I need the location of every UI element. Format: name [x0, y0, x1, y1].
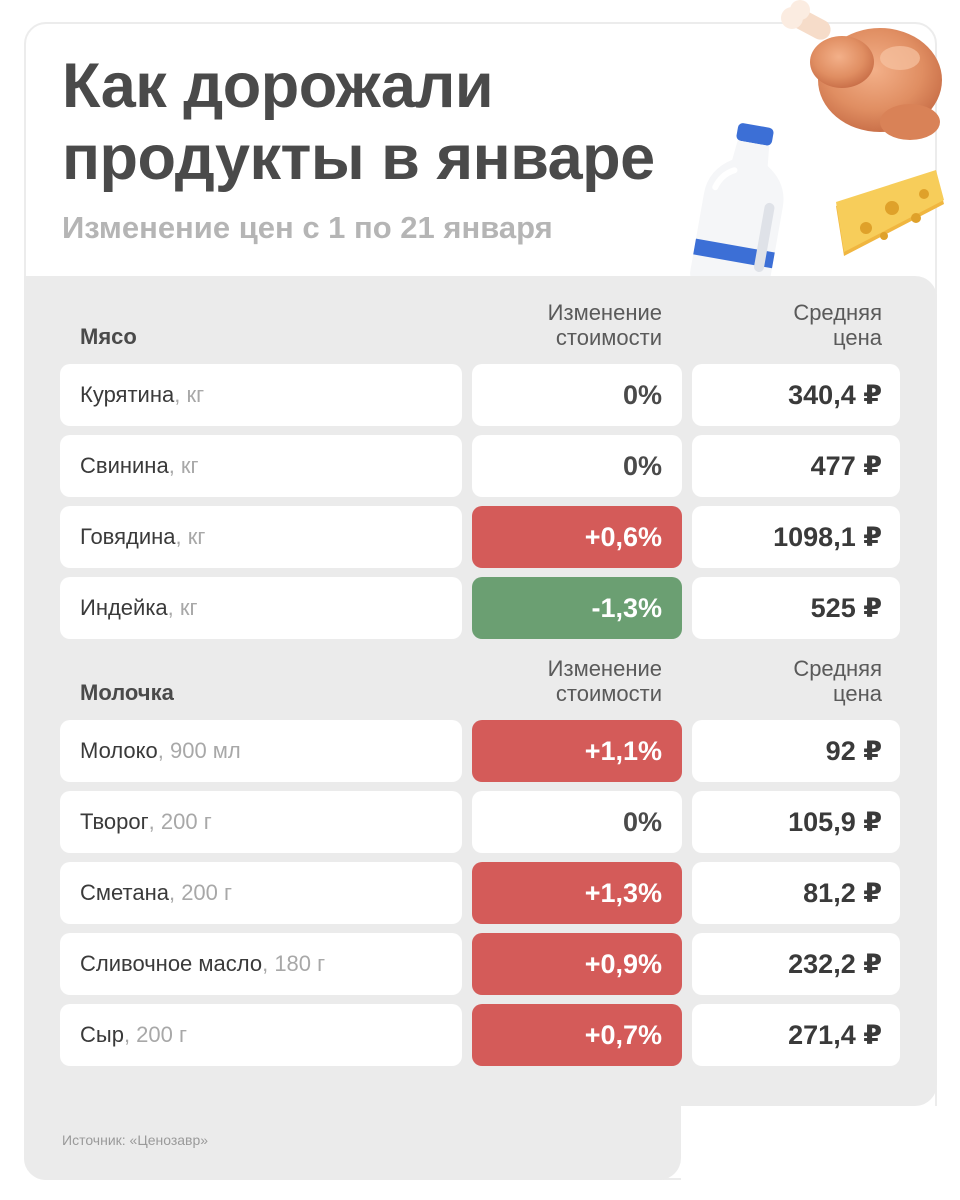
product-name: Курятина — [80, 382, 175, 407]
product-name-cell: Творог, 200 г — [60, 791, 462, 853]
price-change-cell: +1,1% — [472, 720, 682, 782]
product-unit: , кг — [174, 382, 205, 407]
table-row: Индейка, кг -1,3% 525 ₽ — [60, 577, 900, 639]
footer-area — [24, 1070, 681, 1180]
average-price-cell: 525 ₽ — [692, 577, 900, 639]
product-name-cell: Индейка, кг — [60, 577, 462, 639]
price-change-cell: 0% — [472, 791, 682, 853]
product-name: Говядина — [80, 524, 176, 549]
cheese-icon — [836, 170, 944, 256]
chicken-icon — [781, 0, 942, 140]
average-price-cell: 81,2 ₽ — [692, 862, 900, 924]
page-title: Как дорожали продукты в январе — [62, 50, 655, 194]
column-header-price: Средняя цена — [793, 300, 882, 350]
product-name: Сметана — [80, 880, 169, 905]
price-change-cell: 0% — [472, 435, 682, 497]
column-header-change-line1: Изменение — [547, 656, 662, 681]
product-unit: , 200 г — [168, 880, 233, 905]
product-unit: , кг — [167, 595, 198, 620]
milk-bottle-icon — [690, 123, 784, 295]
product-name-cell: Молоко, 900 мл — [60, 720, 462, 782]
product-name-cell: Сметана, 200 г — [60, 862, 462, 924]
product-name-cell: Говядина, кг — [60, 506, 462, 568]
product-unit: , кг — [175, 524, 206, 549]
column-header-change-line2: стоимости — [555, 325, 662, 350]
average-price-cell: 105,9 ₽ — [692, 791, 900, 853]
product-name: Творог — [80, 809, 149, 834]
title-line-2: продукты в январе — [62, 123, 655, 193]
average-price-cell: 92 ₽ — [692, 720, 900, 782]
average-price-cell: 1098,1 ₽ — [692, 506, 900, 568]
product-name: Сыр — [80, 1022, 124, 1047]
average-price-cell: 340,4 ₽ — [692, 364, 900, 426]
product-name-cell: Сливочное масло, 180 г — [60, 933, 462, 995]
column-header-change-line1: Изменение — [547, 300, 662, 325]
price-change-cell: +0,6% — [472, 506, 682, 568]
column-header-price-line2: цена — [833, 325, 882, 350]
source-note: Источник: «Ценозавр» — [62, 1132, 209, 1148]
table-row: Курятина, кг 0% 340,4 ₽ — [60, 364, 900, 426]
table-row: Молоко, 900 мл +1,1% 92 ₽ — [60, 720, 900, 782]
average-price-cell: 232,2 ₽ — [692, 933, 900, 995]
table-row: Сыр, 200 г +0,7% 271,4 ₽ — [60, 1004, 900, 1066]
product-name-cell: Свинина, кг — [60, 435, 462, 497]
title-line-1: Как дорожали — [62, 51, 494, 121]
column-header-price-line1: Средняя — [793, 300, 882, 325]
price-change-cell: +0,7% — [472, 1004, 682, 1066]
average-price-cell: 477 ₽ — [692, 435, 900, 497]
table-row: Сметана, 200 г +1,3% 81,2 ₽ — [60, 862, 900, 924]
price-change-cell: +1,3% — [472, 862, 682, 924]
price-change-cell: -1,3% — [472, 577, 682, 639]
product-name-cell: Сыр, 200 г — [60, 1004, 462, 1066]
table-row: Говядина, кг +0,6% 1098,1 ₽ — [60, 506, 900, 568]
page-subtitle: Изменение цен с 1 по 21 января — [62, 210, 553, 245]
product-name: Свинина — [80, 453, 169, 478]
price-change-cell: 0% — [472, 364, 682, 426]
table-row: Сливочное масло, 180 г +0,9% 232,2 ₽ — [60, 933, 900, 995]
section-title-meat: Мясо — [80, 324, 137, 349]
column-header-change: Изменение стоимости — [548, 300, 662, 350]
product-unit: , 180 г — [262, 951, 326, 976]
section-title-dairy: Молочка — [80, 680, 174, 705]
footer-notch — [681, 1106, 937, 1180]
column-header-change-line2: стоимости — [555, 681, 662, 706]
product-name-cell: Курятина, кг — [60, 364, 462, 426]
column-header-price-line1: Средняя — [793, 656, 882, 681]
product-name: Молоко — [80, 738, 158, 763]
column-header-price: Средняя цена — [793, 656, 882, 706]
average-price-cell: 271,4 ₽ — [692, 1004, 900, 1066]
product-name: Индейка — [80, 595, 168, 620]
table-row: Творог, 200 г 0% 105,9 ₽ — [60, 791, 900, 853]
product-unit: , 900 мл — [157, 738, 241, 763]
column-header-change: Изменение стоимости — [548, 656, 662, 706]
product-unit: , 200 г — [123, 1022, 188, 1047]
column-header-price-line2: цена — [833, 681, 882, 706]
price-change-cell: +0,9% — [472, 933, 682, 995]
product-unit: , 200 г — [148, 809, 212, 834]
product-name: Сливочное масло — [80, 951, 263, 976]
product-unit: , кг — [168, 453, 199, 478]
table-row: Свинина, кг 0% 477 ₽ — [60, 435, 900, 497]
